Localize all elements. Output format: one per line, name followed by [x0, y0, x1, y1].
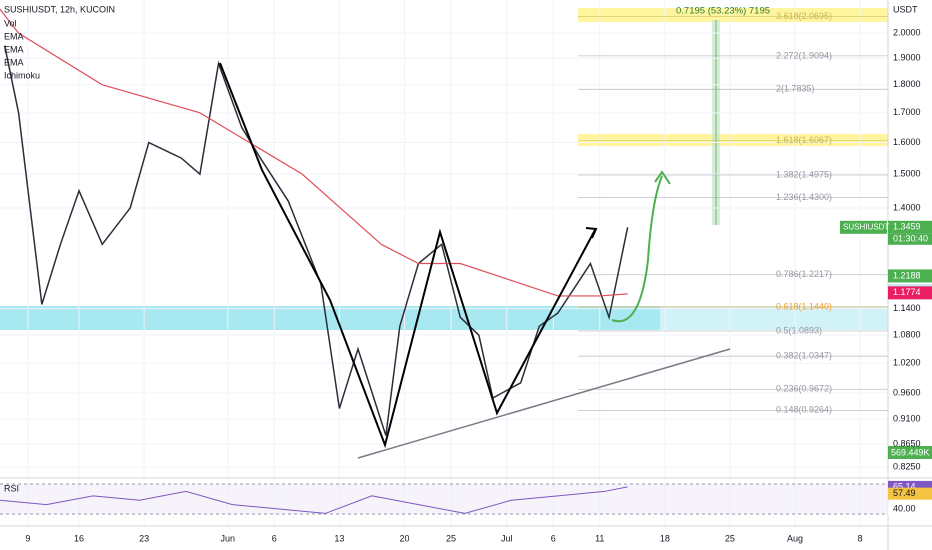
projection-curve: [611, 175, 663, 323]
x-tick-label: 20: [399, 533, 409, 543]
fib-label: 1.236(1.4300): [776, 192, 832, 202]
fib-label: 0.148(0.9264): [776, 405, 832, 415]
x-tick-label: 6: [551, 533, 556, 543]
x-tick-label: 8: [858, 533, 863, 543]
rsi-tag-bg: [888, 503, 932, 516]
rsi-tag-bg: [888, 487, 932, 500]
target-zone: [578, 8, 888, 22]
x-tick-label: 16: [74, 533, 84, 543]
x-tick-label: Jun: [221, 533, 236, 543]
x-tick-label: 9: [25, 533, 30, 543]
target-zone: [578, 134, 888, 146]
y-tick-label: 1.5000: [893, 169, 921, 179]
labels: SUSHIUSDT, 12h, KUCOIN Vol EMA EMA EMA I…: [4, 4, 932, 543]
x-tick-label: 18: [660, 533, 670, 543]
rsi-label: RSI: [4, 483, 19, 493]
series: [0, 8, 629, 436]
fib-label: 0.236(0.9672): [776, 384, 832, 394]
indicator-label: Vol: [4, 18, 17, 28]
rsi-tag: 40.00: [893, 503, 916, 513]
chart-title: SUSHIUSDT, 12h, KUCOIN: [4, 4, 115, 14]
y-tick-label: 1.8000: [893, 79, 921, 89]
x-tick-label: Jul: [501, 533, 513, 543]
indicator-label: EMA: [4, 44, 24, 54]
price-tag-bg: [888, 220, 932, 234]
fib-label: 0.382(1.0347): [776, 351, 832, 361]
indicator-label: EMA: [4, 31, 24, 41]
y-tick-label: 0.8650: [893, 438, 921, 448]
price-line: [0, 8, 628, 297]
x-tick-label: 25: [446, 533, 456, 543]
symbol-tag-bg: [840, 220, 887, 234]
x-tick-label: 25: [725, 533, 735, 543]
price-tag: 1.2188: [893, 270, 921, 280]
zigzag-arrow: [585, 227, 598, 239]
fib-label: 1.618(1.6067): [776, 135, 832, 145]
y-tick-label: 2.0000: [893, 28, 921, 38]
measure-label: 0.7195 (53.23%) 7195: [676, 6, 770, 17]
countdown-bg: [888, 233, 932, 245]
y-tick-label: 1.1400: [893, 303, 921, 313]
x-tick-label: 6: [272, 533, 277, 543]
fib-label: 2(1.7835): [776, 84, 815, 94]
price-line: [0, 486, 628, 514]
y-tick-label: 1.7000: [893, 107, 921, 117]
grid: [0, 0, 888, 526]
y-tick-label: 0.9100: [893, 413, 921, 423]
y-tick-label: 0.8250: [893, 462, 921, 472]
y-tick-label: 1.0200: [893, 358, 921, 368]
fib-label: 1.382(1.4975): [776, 169, 832, 179]
price-line: [3, 45, 629, 436]
x-tick-label: Aug: [787, 533, 803, 543]
price-tag-bg: [888, 286, 932, 300]
indicator-label: EMA: [4, 57, 24, 67]
rsi-tag: 57.49: [893, 488, 916, 498]
symbol-tag: SUSHIUSDT: [843, 222, 889, 231]
projection-arrow: [654, 170, 671, 185]
fib-label: 2.272(1.9094): [776, 50, 832, 60]
fib-label: 0.618(1.1440): [776, 301, 832, 311]
volume-tag: 569.449K: [891, 447, 930, 457]
countdown: 01:30:40: [893, 234, 928, 244]
fib-label: 0.5(1.0893): [776, 325, 822, 335]
x-tick-label: 23: [139, 533, 149, 543]
trendline: [357, 348, 731, 459]
zigzag-pattern: [219, 62, 596, 449]
price-tag: 1.1774: [893, 287, 921, 297]
fib-label: 3.618(2.0695): [776, 11, 832, 21]
y-tick-label: 1.9000: [893, 53, 921, 63]
fib-levels: 3.618(2.0695) 2.272(1.9094) 2(1.7835) 1.618…: [578, 11, 888, 415]
price-tag: 1.3459: [893, 222, 921, 232]
y-tick-label: 1.4000: [893, 202, 921, 212]
x-tick-label: 13: [334, 533, 344, 543]
y-tick-label: 1.6000: [893, 137, 921, 147]
price-tag-bg: [888, 269, 932, 283]
rsi-tag: 65.14: [893, 481, 916, 491]
y-tick-label: 1.0800: [893, 330, 921, 340]
currency-label: USDT: [893, 4, 918, 14]
indicator-label: Ichimoku: [4, 70, 40, 80]
x-tick-label: 11: [595, 533, 604, 543]
y-tick-label: 0.9600: [893, 387, 921, 397]
volume-tag-bg: [888, 446, 932, 459]
fib-label: 0.786(1.2217): [776, 269, 832, 279]
